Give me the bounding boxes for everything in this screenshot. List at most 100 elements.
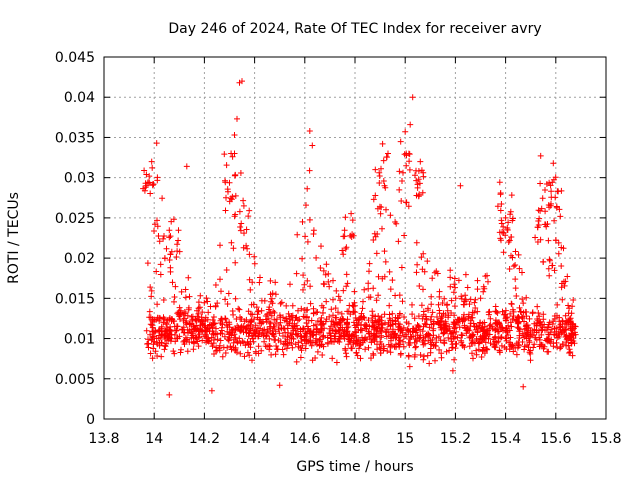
data-point bbox=[306, 216, 313, 223]
data-point bbox=[359, 305, 366, 312]
data-point bbox=[171, 294, 178, 300]
data-point bbox=[462, 271, 469, 278]
data-point bbox=[383, 333, 390, 340]
data-point bbox=[313, 331, 320, 338]
data-point bbox=[398, 198, 405, 204]
data-point bbox=[509, 215, 516, 222]
data-point bbox=[231, 150, 238, 157]
data-point bbox=[418, 302, 425, 309]
data-point bbox=[553, 339, 560, 346]
data-point bbox=[185, 274, 192, 281]
data-point bbox=[455, 277, 462, 284]
data-point bbox=[385, 150, 391, 157]
data-point bbox=[160, 314, 167, 321]
data-point bbox=[246, 276, 253, 283]
data-point bbox=[524, 322, 531, 329]
data-point bbox=[328, 338, 335, 345]
data-point bbox=[506, 339, 513, 346]
data-point bbox=[299, 255, 306, 262]
data-point bbox=[428, 341, 435, 348]
data-point bbox=[208, 387, 215, 394]
data-point bbox=[176, 304, 183, 311]
data-point bbox=[540, 258, 547, 265]
data-point bbox=[294, 332, 301, 339]
data-point bbox=[447, 267, 454, 274]
data-point bbox=[146, 179, 153, 186]
data-point bbox=[432, 357, 438, 364]
data-point bbox=[326, 313, 333, 320]
data-point bbox=[159, 330, 166, 337]
data-point bbox=[237, 224, 244, 230]
data-point bbox=[521, 318, 527, 325]
data-point bbox=[199, 337, 206, 344]
data-point bbox=[343, 331, 350, 338]
data-point bbox=[172, 283, 179, 290]
data-point bbox=[350, 319, 357, 326]
y-tick-label: 0.04 bbox=[64, 90, 95, 106]
data-point bbox=[205, 335, 212, 342]
data-point bbox=[537, 318, 544, 325]
data-point bbox=[195, 343, 202, 350]
data-point bbox=[379, 225, 385, 232]
data-point bbox=[249, 311, 256, 318]
data-point bbox=[378, 332, 385, 339]
data-point bbox=[266, 335, 273, 342]
data-point bbox=[510, 263, 517, 270]
data-point bbox=[328, 323, 334, 330]
data-point bbox=[174, 310, 181, 317]
data-point bbox=[346, 302, 353, 309]
data-point bbox=[425, 307, 432, 314]
data-point bbox=[181, 329, 188, 336]
data-point bbox=[417, 334, 424, 341]
data-point bbox=[421, 268, 428, 275]
data-point bbox=[447, 283, 454, 290]
data-point bbox=[520, 383, 527, 390]
data-point bbox=[318, 318, 325, 325]
data-point bbox=[516, 304, 523, 311]
data-point bbox=[280, 314, 286, 321]
data-point bbox=[241, 353, 248, 360]
data-point bbox=[512, 285, 519, 292]
data-point bbox=[478, 325, 485, 332]
data-point bbox=[190, 346, 197, 353]
data-point bbox=[395, 238, 402, 245]
data-point bbox=[400, 324, 407, 331]
data-point bbox=[280, 333, 286, 339]
data-point bbox=[247, 311, 254, 317]
data-point bbox=[496, 229, 503, 236]
data-point bbox=[157, 271, 164, 278]
data-point bbox=[500, 249, 507, 256]
data-point bbox=[420, 250, 427, 257]
data-point bbox=[298, 347, 305, 354]
data-point bbox=[278, 299, 285, 306]
data-point bbox=[313, 254, 320, 261]
data-point bbox=[556, 331, 563, 338]
data-point bbox=[203, 295, 210, 302]
data-point bbox=[162, 328, 169, 335]
data-point bbox=[232, 344, 239, 351]
data-point bbox=[431, 269, 438, 276]
data-point bbox=[347, 311, 354, 318]
data-point bbox=[195, 328, 202, 335]
data-point bbox=[525, 324, 532, 331]
data-point bbox=[324, 334, 331, 341]
data-point bbox=[303, 320, 310, 326]
data-point bbox=[276, 330, 283, 337]
data-point bbox=[399, 178, 405, 184]
data-point bbox=[527, 357, 534, 364]
data-point bbox=[361, 286, 368, 293]
data-point bbox=[330, 296, 336, 303]
data-point bbox=[336, 335, 343, 342]
x-tick-label: 14.6 bbox=[289, 431, 320, 447]
data-point bbox=[379, 275, 386, 282]
data-point bbox=[474, 328, 481, 335]
data-point bbox=[413, 326, 420, 333]
data-point bbox=[365, 285, 372, 292]
data-point bbox=[255, 350, 262, 357]
data-point bbox=[548, 200, 554, 207]
data-point bbox=[545, 265, 552, 272]
data-point bbox=[366, 260, 373, 267]
data-point bbox=[505, 219, 512, 226]
data-point bbox=[420, 173, 427, 180]
data-point bbox=[378, 324, 385, 331]
